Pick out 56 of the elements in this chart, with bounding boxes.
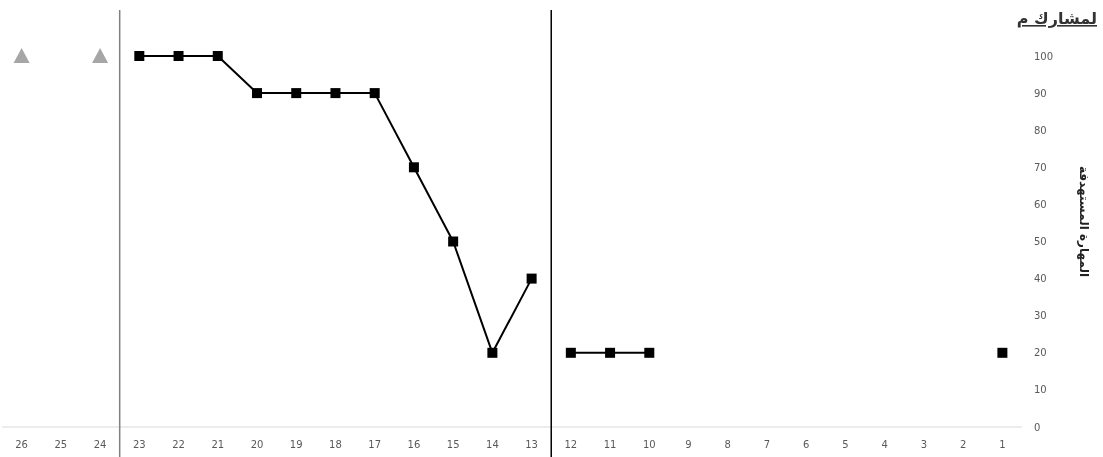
- y-axis-title: المهارة المستهدفة: [1077, 165, 1091, 278]
- x-tick-label: 21: [211, 439, 225, 450]
- point: [291, 88, 302, 99]
- point: [13, 48, 30, 63]
- point: [212, 51, 223, 61]
- x-tick-label: 2: [959, 439, 967, 450]
- x-tick-label: 15: [446, 439, 460, 450]
- y-tick-label: 70: [1034, 161, 1047, 173]
- point: [565, 347, 576, 358]
- x-tick-label: 6: [803, 439, 810, 450]
- point: [369, 88, 380, 99]
- y-tick-label: 40: [1034, 273, 1047, 285]
- x-tick-label: 11: [603, 439, 617, 450]
- point: [605, 347, 616, 358]
- point: [526, 273, 537, 284]
- x-tick-label: 3: [920, 439, 928, 450]
- point: [644, 347, 655, 358]
- x-tick-label: 19: [289, 439, 303, 450]
- x-tick-label: 18: [329, 439, 342, 450]
- x-tick-label: 13: [525, 439, 538, 450]
- point: [997, 347, 1008, 358]
- point: [134, 51, 145, 61]
- y-tick-label: 50: [1034, 236, 1047, 247]
- y-tick-label: 100: [1034, 50, 1054, 62]
- x-tick-label: 8: [724, 439, 731, 450]
- x-tick-label: 24: [93, 439, 107, 450]
- point: [252, 88, 262, 99]
- y-tick-label: 60: [1034, 198, 1047, 210]
- x-tick-label: 26: [15, 439, 28, 450]
- x-tick-label: 4: [881, 439, 888, 450]
- x-tick-label: 17: [368, 439, 382, 450]
- x-tick-label: 23: [132, 439, 146, 450]
- x-tick-label: 1: [999, 439, 1006, 450]
- y-tick-label: 80: [1034, 124, 1047, 136]
- x-tick-label: 20: [250, 439, 264, 450]
- y-tick-label: 20: [1034, 347, 1047, 359]
- y-tick-label: 90: [1034, 87, 1047, 99]
- x-tick-label: 12: [564, 439, 578, 450]
- point: [92, 48, 109, 63]
- x-tick-label: 25: [54, 439, 68, 450]
- x-tick-label: 14: [486, 439, 499, 450]
- x-tick-label: 7: [763, 439, 771, 450]
- y-tick-label: 10: [1034, 384, 1047, 396]
- point: [330, 88, 341, 99]
- x-tick-label: 16: [407, 439, 421, 450]
- text: لمشارك م: [1016, 9, 1097, 28]
- point: [487, 347, 498, 358]
- point: [448, 236, 459, 247]
- x-tick-label: 5: [842, 439, 849, 450]
- x-tick-label: 22: [172, 439, 185, 450]
- y-tick-label: 30: [1034, 310, 1047, 322]
- x-tick-label: 10: [642, 439, 656, 450]
- point: [173, 51, 184, 61]
- x-tick-label: 9: [685, 439, 692, 450]
- point: [408, 162, 419, 173]
- y-tick-label: 0: [1034, 421, 1041, 433]
